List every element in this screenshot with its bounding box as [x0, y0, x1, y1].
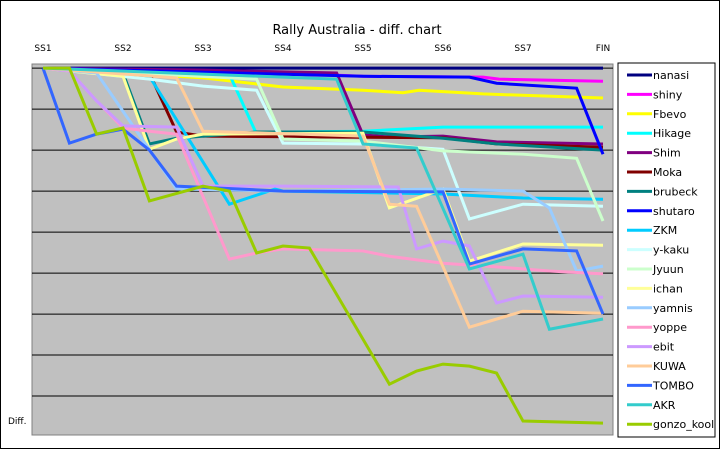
legend-label: TOMBO	[652, 379, 694, 392]
legend-item: Fbevo	[627, 108, 687, 121]
legend-entries: nanasi shiny Fbevo Hikage Shim Moka brubeck shu…	[627, 69, 714, 431]
series-line-AKR	[42, 66, 604, 331]
legend-item: shutaro	[627, 205, 695, 218]
legend-label: Jyuun	[652, 263, 684, 276]
legend-item: gonzo_kool	[627, 418, 714, 431]
series-line-shutaro	[42, 66, 605, 155]
legend-item: brubeck	[627, 185, 698, 198]
legend-label: ZKM	[653, 224, 677, 237]
legend-label: yamnis	[653, 302, 693, 315]
series-lines	[41, 66, 605, 425]
legend-item: ZKM	[627, 224, 677, 237]
y-axis-label: Diff.	[8, 417, 27, 427]
x-tick-label: FIN	[596, 44, 611, 54]
legend-label: KUWA	[653, 360, 686, 373]
x-tick-label: SS2	[114, 44, 131, 54]
legend-item: KUWA	[627, 360, 686, 373]
legend-label: ebit	[653, 341, 675, 354]
legend-item: Jyuun	[627, 263, 684, 276]
legend-item: Moka	[627, 166, 682, 179]
series-line-ebit	[42, 66, 604, 305]
legend-label: shiny	[653, 88, 683, 101]
x-tick-label: SS1	[34, 44, 51, 54]
legend-item: ichan	[627, 282, 683, 295]
legend-item: yamnis	[627, 302, 693, 315]
x-tick-label: SS5	[354, 44, 371, 54]
chart-title: Rally Australia - diff. chart	[272, 23, 441, 38]
legend-item: shiny	[627, 88, 683, 101]
x-tick-label: SS4	[274, 44, 291, 54]
x-tick-label: SS7	[514, 44, 531, 54]
legend-item: AKR	[627, 399, 676, 412]
x-axis-ticks: SS1 SS2 SS3 SS4 SS5 SS6 SS7 FIN	[34, 44, 610, 54]
series-line-gonzo_kool	[43, 66, 604, 425]
legend-item: TOMBO	[627, 379, 694, 392]
legend-item: nanasi	[627, 69, 689, 82]
legend-item: ebit	[627, 341, 675, 354]
legend-label: yoppe	[653, 321, 687, 334]
legend-label: AKR	[653, 399, 676, 412]
legend-item: Hikage	[627, 127, 691, 140]
legend-label: Shim	[653, 147, 681, 160]
legend-label: gonzo_kool	[653, 418, 714, 431]
series-line-KUWA	[42, 66, 604, 330]
legend-label: Hikage	[653, 127, 691, 140]
series-line-TOMBO	[41, 67, 605, 315]
legend-label: ichan	[653, 282, 683, 295]
legend-label: shutaro	[653, 205, 695, 218]
series-line-Fbevo	[42, 66, 604, 100]
legend-label: y-kaku	[653, 244, 689, 257]
legend-item: Shim	[627, 147, 681, 160]
x-tick-label: SS6	[434, 44, 451, 54]
legend-label: brubeck	[653, 185, 698, 198]
legend-label: nanasi	[653, 69, 689, 82]
x-tick-label: SS3	[194, 44, 211, 54]
legend-label: Fbevo	[653, 108, 687, 121]
legend-label: Moka	[653, 166, 682, 179]
series-line-y-kaku	[42, 66, 604, 221]
legend-item: yoppe	[627, 321, 687, 334]
legend-item: y-kaku	[627, 244, 689, 257]
